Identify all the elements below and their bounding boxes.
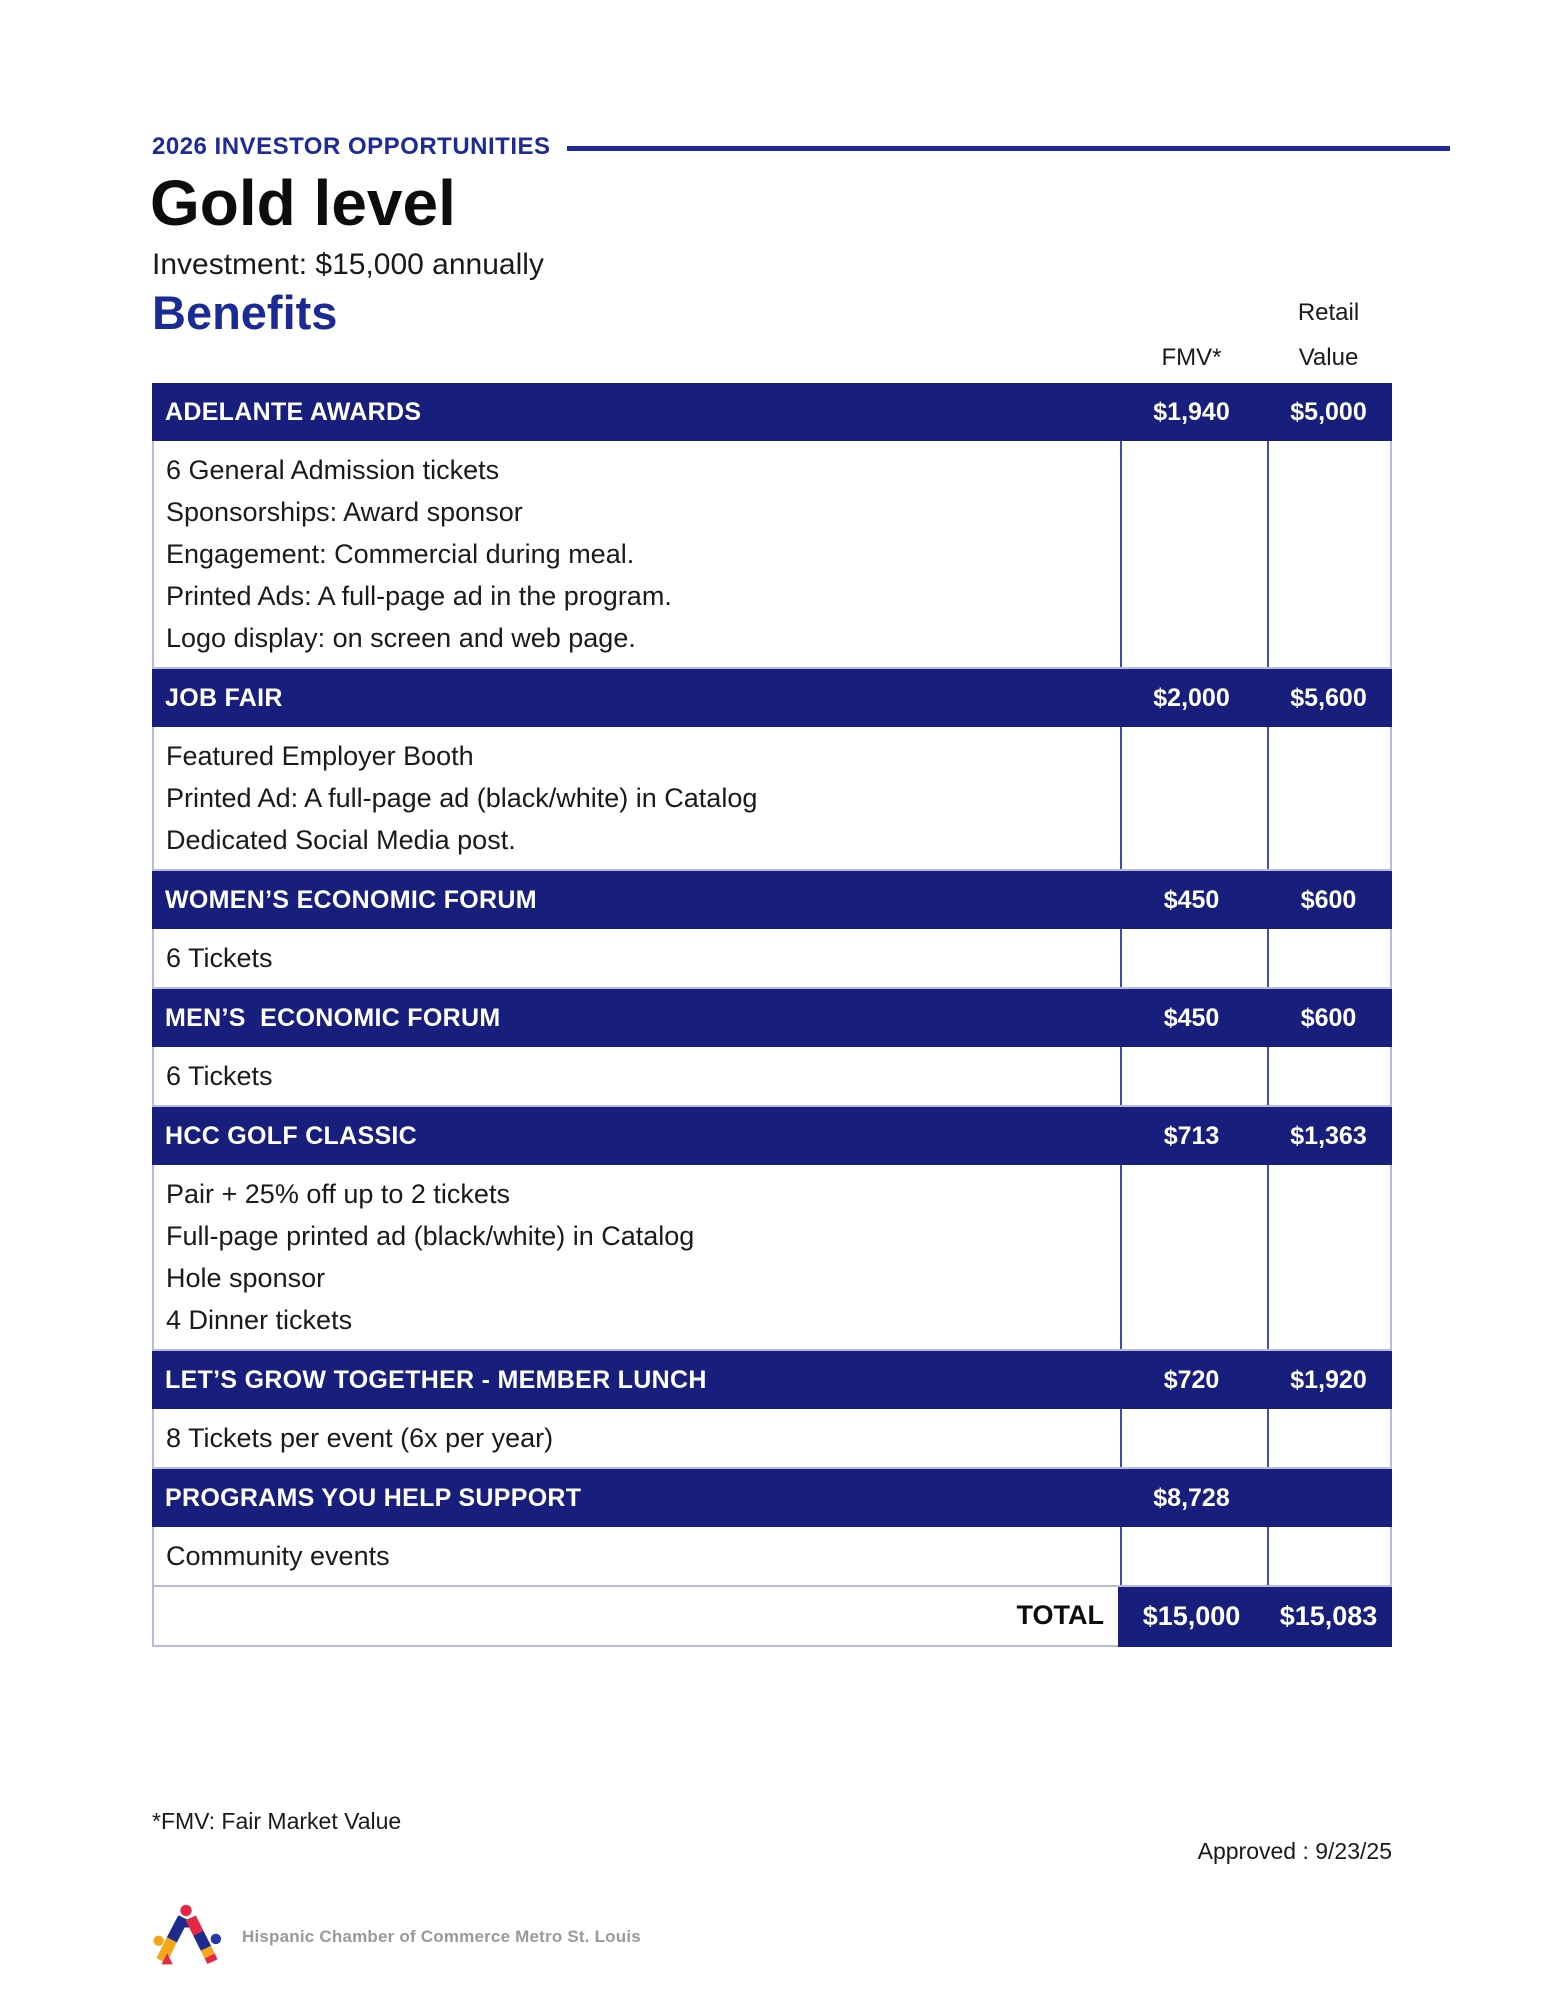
section-fmv-value: $2,000 <box>1153 683 1230 712</box>
section-benefit-list: Pair + 25% off up to 2 tickets Full-page … <box>154 1165 1120 1349</box>
benefit-item: Hole sponsor <box>166 1263 326 1293</box>
fmv-column-head: FMV* <box>1161 344 1222 371</box>
section-retail-value: $1,920 <box>1290 1365 1367 1394</box>
section-header-row: ADELANTE AWARDS $1,940 $5,000 <box>152 383 1392 441</box>
hcc-logo-icon <box>153 1904 222 1965</box>
benefit-item: 6 Tickets <box>166 1061 273 1091</box>
section-title: ADELANTE AWARDS <box>165 397 422 426</box>
benefit-item: Dedicated Social Media post. <box>166 825 516 855</box>
benefits-heading: Benefits <box>152 286 338 339</box>
total-label: TOTAL <box>152 1587 1118 1647</box>
benefit-section: ADELANTE AWARDS $1,940 $5,000 6 General … <box>152 383 1392 669</box>
section-benefit-list: 6 General Admission tickets Sponsorships:… <box>154 441 1120 667</box>
section-body-row: 6 Tickets <box>152 929 1392 989</box>
fmv-empty-cell <box>1120 727 1267 869</box>
section-retail-value: $5,000 <box>1290 397 1367 426</box>
benefit-item: Engagement: Commercial during meal. <box>166 539 635 569</box>
benefit-item: Printed Ad: A full-page ad (black/white)… <box>166 783 758 813</box>
total-retail-value: $15,083 <box>1265 1587 1392 1647</box>
benefit-item: Printed Ads: A full-page ad in the progr… <box>166 581 672 611</box>
investment-line: Investment: $15,000 annually <box>152 248 544 281</box>
fmv-empty-cell <box>1120 929 1267 987</box>
fmv-empty-cell <box>1120 1047 1267 1105</box>
retail-column-head: Retail Value <box>1297 299 1360 371</box>
section-body-row: Pair + 25% off up to 2 tickets Full-page … <box>152 1165 1392 1351</box>
org-row: Hispanic Chamber of Commerce Metro St. L… <box>152 1902 641 1972</box>
section-body-row: 6 General Admission tickets Sponsorships:… <box>152 441 1392 669</box>
fmv-empty-cell <box>1120 441 1267 667</box>
benefit-section: WOMEN’S ECONOMIC FORUM $450 $600 6 Ticke… <box>152 871 1392 989</box>
benefit-section: HCC GOLF CLASSIC $713 $1,363 Pair + 25% … <box>152 1107 1392 1351</box>
section-benefit-list: 8 Tickets per event (6x per year) <box>154 1409 1120 1467</box>
section-title: PROGRAMS YOU HELP SUPPORT <box>165 1483 582 1512</box>
section-header-row: MEN’S ECONOMIC FORUM $450 $600 <box>152 989 1392 1047</box>
benefit-section: JOB FAIR $2,000 $5,600 Featured Employer… <box>152 669 1392 871</box>
retail-empty-cell <box>1267 1165 1394 1349</box>
retail-empty-cell <box>1267 1409 1394 1467</box>
section-benefit-list: Featured Employer Booth Printed Ad: A ful… <box>154 727 1120 869</box>
benefit-item: Pair + 25% off up to 2 tickets <box>166 1179 510 1209</box>
section-title: LET’S GROW TOGETHER - MEMBER LUNCH <box>165 1365 707 1394</box>
section-fmv-value: $8,728 <box>1153 1483 1230 1512</box>
section-benefit-list: 6 Tickets <box>154 929 1120 987</box>
benefit-item: 4 Dinner tickets <box>166 1305 353 1335</box>
section-title: JOB FAIR <box>165 683 283 712</box>
org-name: Hispanic Chamber of Commerce Metro St. L… <box>242 1927 641 1946</box>
section-benefit-list: 6 Tickets <box>154 1047 1120 1105</box>
benefit-item: Featured Employer Booth <box>166 741 474 771</box>
column-heads: FMV* Retail Value <box>152 290 1392 380</box>
section-title: MEN’S ECONOMIC FORUM <box>165 1003 501 1032</box>
fmv-empty-cell <box>1120 1527 1267 1585</box>
section-fmv-value: $450 <box>1163 1003 1220 1032</box>
benefits-table: ADELANTE AWARDS $1,940 $5,000 6 General … <box>152 383 1392 1647</box>
benefit-section: LET’S GROW TOGETHER - MEMBER LUNCH $720 … <box>152 1351 1392 1469</box>
section-retail-value: $600 <box>1300 885 1357 914</box>
section-title: WOMEN’S ECONOMIC FORUM <box>165 885 537 914</box>
kicker-row: 2026 INVESTOR OPPORTUNITIES <box>152 133 1450 161</box>
section-fmv-value: $720 <box>1163 1365 1220 1394</box>
retail-empty-cell <box>1267 1047 1394 1105</box>
fmv-empty-cell <box>1120 1165 1267 1349</box>
section-header-row: HCC GOLF CLASSIC $713 $1,363 <box>152 1107 1392 1165</box>
benefit-item: Community events <box>166 1541 390 1571</box>
section-benefit-list: Community events <box>154 1527 1120 1585</box>
section-title: HCC GOLF CLASSIC <box>165 1121 418 1150</box>
kicker-rule <box>566 145 1450 151</box>
retail-empty-cell <box>1267 441 1394 667</box>
section-body-row: Community events <box>152 1527 1392 1587</box>
section-body-row: 8 Tickets per event (6x per year) <box>152 1409 1392 1469</box>
section-body-row: 6 Tickets <box>152 1047 1392 1107</box>
fmv-empty-cell <box>1120 1409 1267 1467</box>
kicker-text: 2026 INVESTOR OPPORTUNITIES <box>152 133 551 160</box>
section-retail-value: $1,363 <box>1290 1121 1367 1150</box>
retail-empty-cell <box>1267 1527 1394 1585</box>
section-header-row: WOMEN’S ECONOMIC FORUM $450 $600 <box>152 871 1392 929</box>
benefit-item: 6 General Admission tickets <box>166 455 500 485</box>
benefit-item: Sponsorships: Award sponsor <box>166 497 523 527</box>
retail-empty-cell <box>1267 929 1394 987</box>
section-retail-value: $5,600 <box>1290 683 1367 712</box>
section-header-row: JOB FAIR $2,000 $5,600 <box>152 669 1392 727</box>
benefit-item: Full-page printed ad (black/white) in Ca… <box>166 1221 695 1251</box>
benefit-section: PROGRAMS YOU HELP SUPPORT $8,728 Communi… <box>152 1469 1392 1587</box>
benefit-item: 6 Tickets <box>166 943 273 973</box>
fmv-footnote: *FMV: Fair Market Value <box>152 1808 402 1834</box>
section-fmv-value: $713 <box>1163 1121 1220 1150</box>
approved-date: Approved : 9/23/25 <box>1197 1838 1392 1864</box>
section-header-row: LET’S GROW TOGETHER - MEMBER LUNCH $720 … <box>152 1351 1392 1409</box>
benefit-item: Logo display: on screen and web page. <box>166 623 636 653</box>
section-fmv-value: $450 <box>1163 885 1220 914</box>
benefit-item: 8 Tickets per event (6x per year) <box>166 1423 554 1453</box>
retail-empty-cell <box>1267 727 1394 869</box>
section-retail-value: $600 <box>1300 1003 1357 1032</box>
total-fmv-value: $15,000 <box>1118 1587 1265 1647</box>
section-header-row: PROGRAMS YOU HELP SUPPORT $8,728 <box>152 1469 1392 1527</box>
section-body-row: Featured Employer Booth Printed Ad: A ful… <box>152 727 1392 871</box>
benefit-section: MEN’S ECONOMIC FORUM $450 $600 6 Tickets <box>152 989 1392 1107</box>
section-fmv-value: $1,940 <box>1153 397 1230 426</box>
page-title: Gold level <box>150 167 456 239</box>
total-row: TOTAL $15,000 $15,083 <box>152 1587 1392 1647</box>
